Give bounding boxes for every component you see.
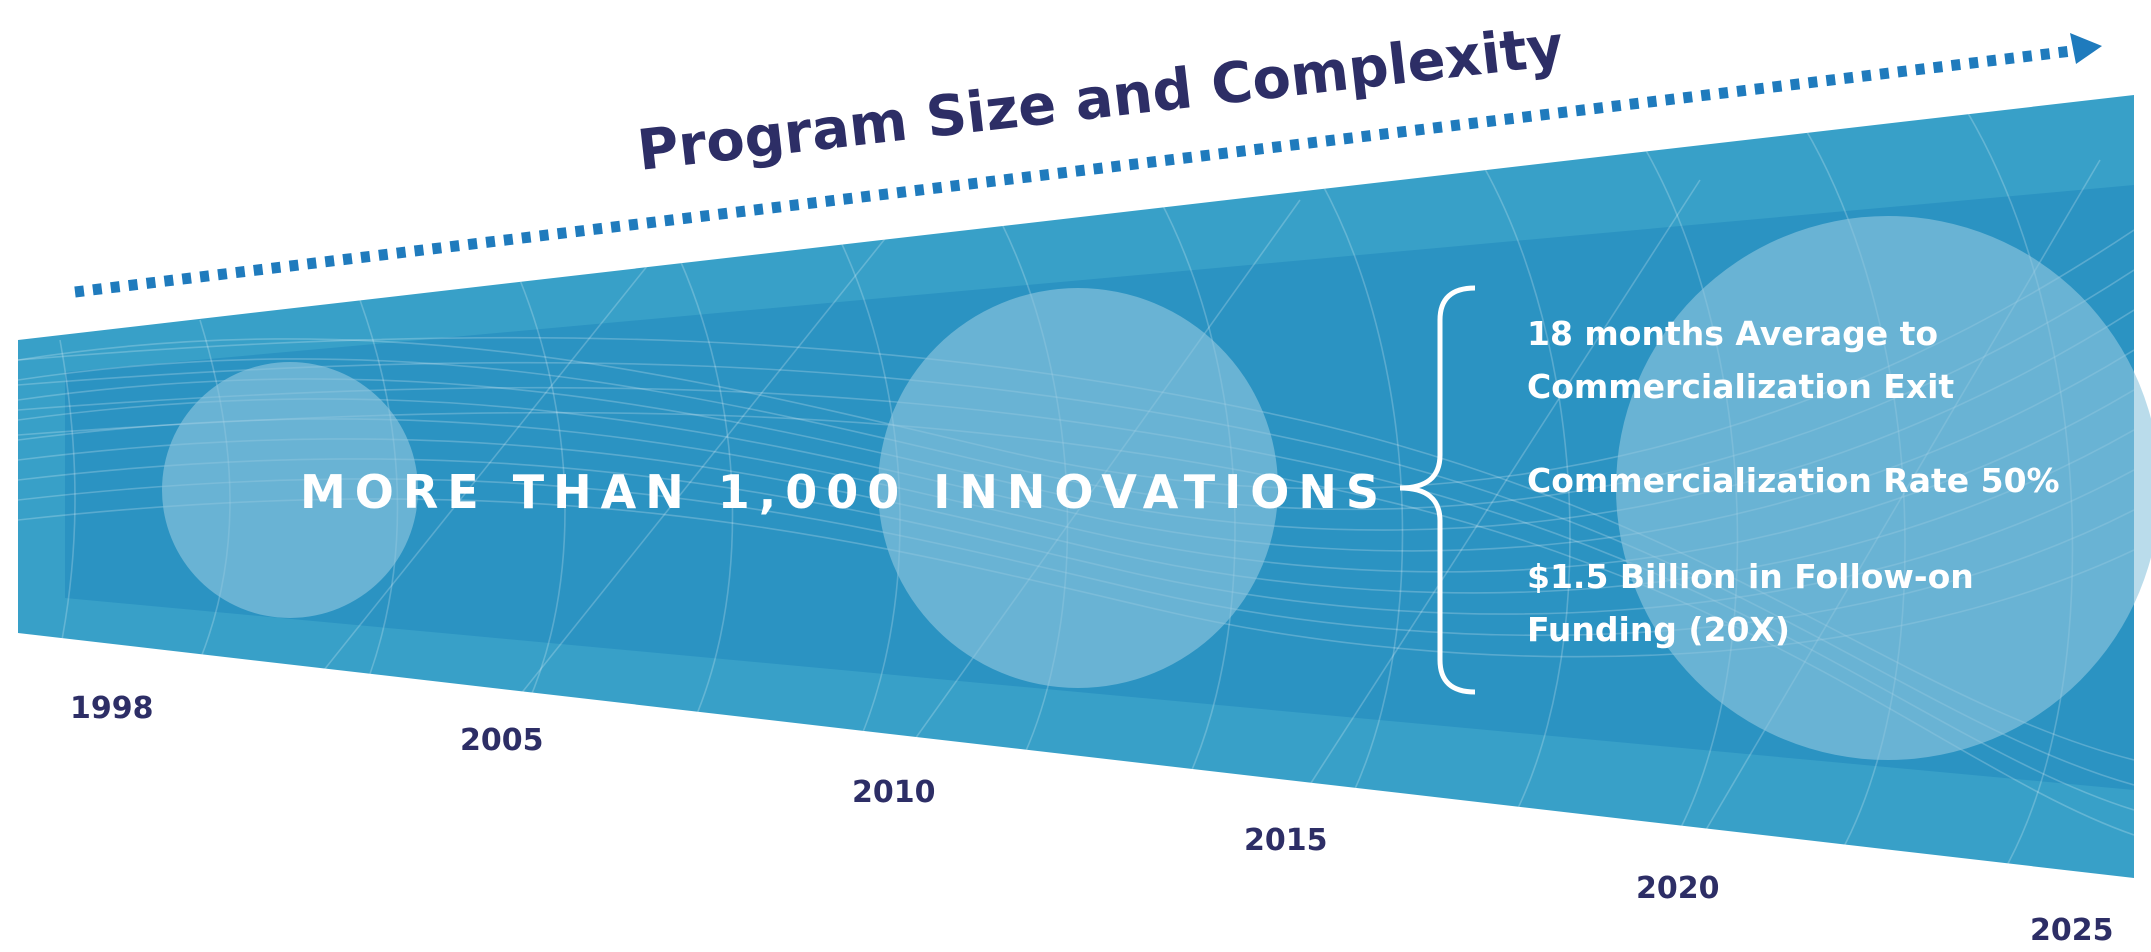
stats-list: 18 months Average to Commercialization E… bbox=[1527, 314, 2060, 649]
year-label: 2010 bbox=[852, 775, 936, 810]
stat-3-line-2: Funding (20X) bbox=[1527, 610, 1790, 649]
innovation-circles bbox=[162, 216, 2151, 760]
year-label: 2020 bbox=[1636, 871, 1720, 906]
year-label: 2015 bbox=[1244, 823, 1328, 858]
headline-text: MORE THAN 1,000 INNOVATIONS bbox=[300, 465, 1388, 519]
year-label: 2025 bbox=[2030, 913, 2114, 948]
stat-2-line-1: Commercialization Rate 50% bbox=[1527, 461, 2060, 500]
circle-small bbox=[162, 362, 418, 618]
curly-brace-icon bbox=[1399, 285, 1476, 695]
year-label: 2005 bbox=[460, 723, 544, 758]
circle-medium bbox=[878, 288, 1278, 688]
chart-title: Program Size and Complexity bbox=[634, 14, 1566, 184]
dotted-arrow-icon bbox=[74, 33, 2102, 298]
timeline-years: 1998 2005 2010 2015 2020 2025 bbox=[70, 691, 2114, 948]
year-label: 1998 bbox=[70, 691, 154, 726]
circle-large bbox=[1616, 216, 2151, 760]
stat-3-line-1: $1.5 Billion in Follow-on bbox=[1527, 557, 1974, 596]
stat-1-line-2: Commercialization Exit bbox=[1527, 367, 1954, 406]
stat-1-line-1: 18 months Average to bbox=[1527, 314, 1938, 353]
